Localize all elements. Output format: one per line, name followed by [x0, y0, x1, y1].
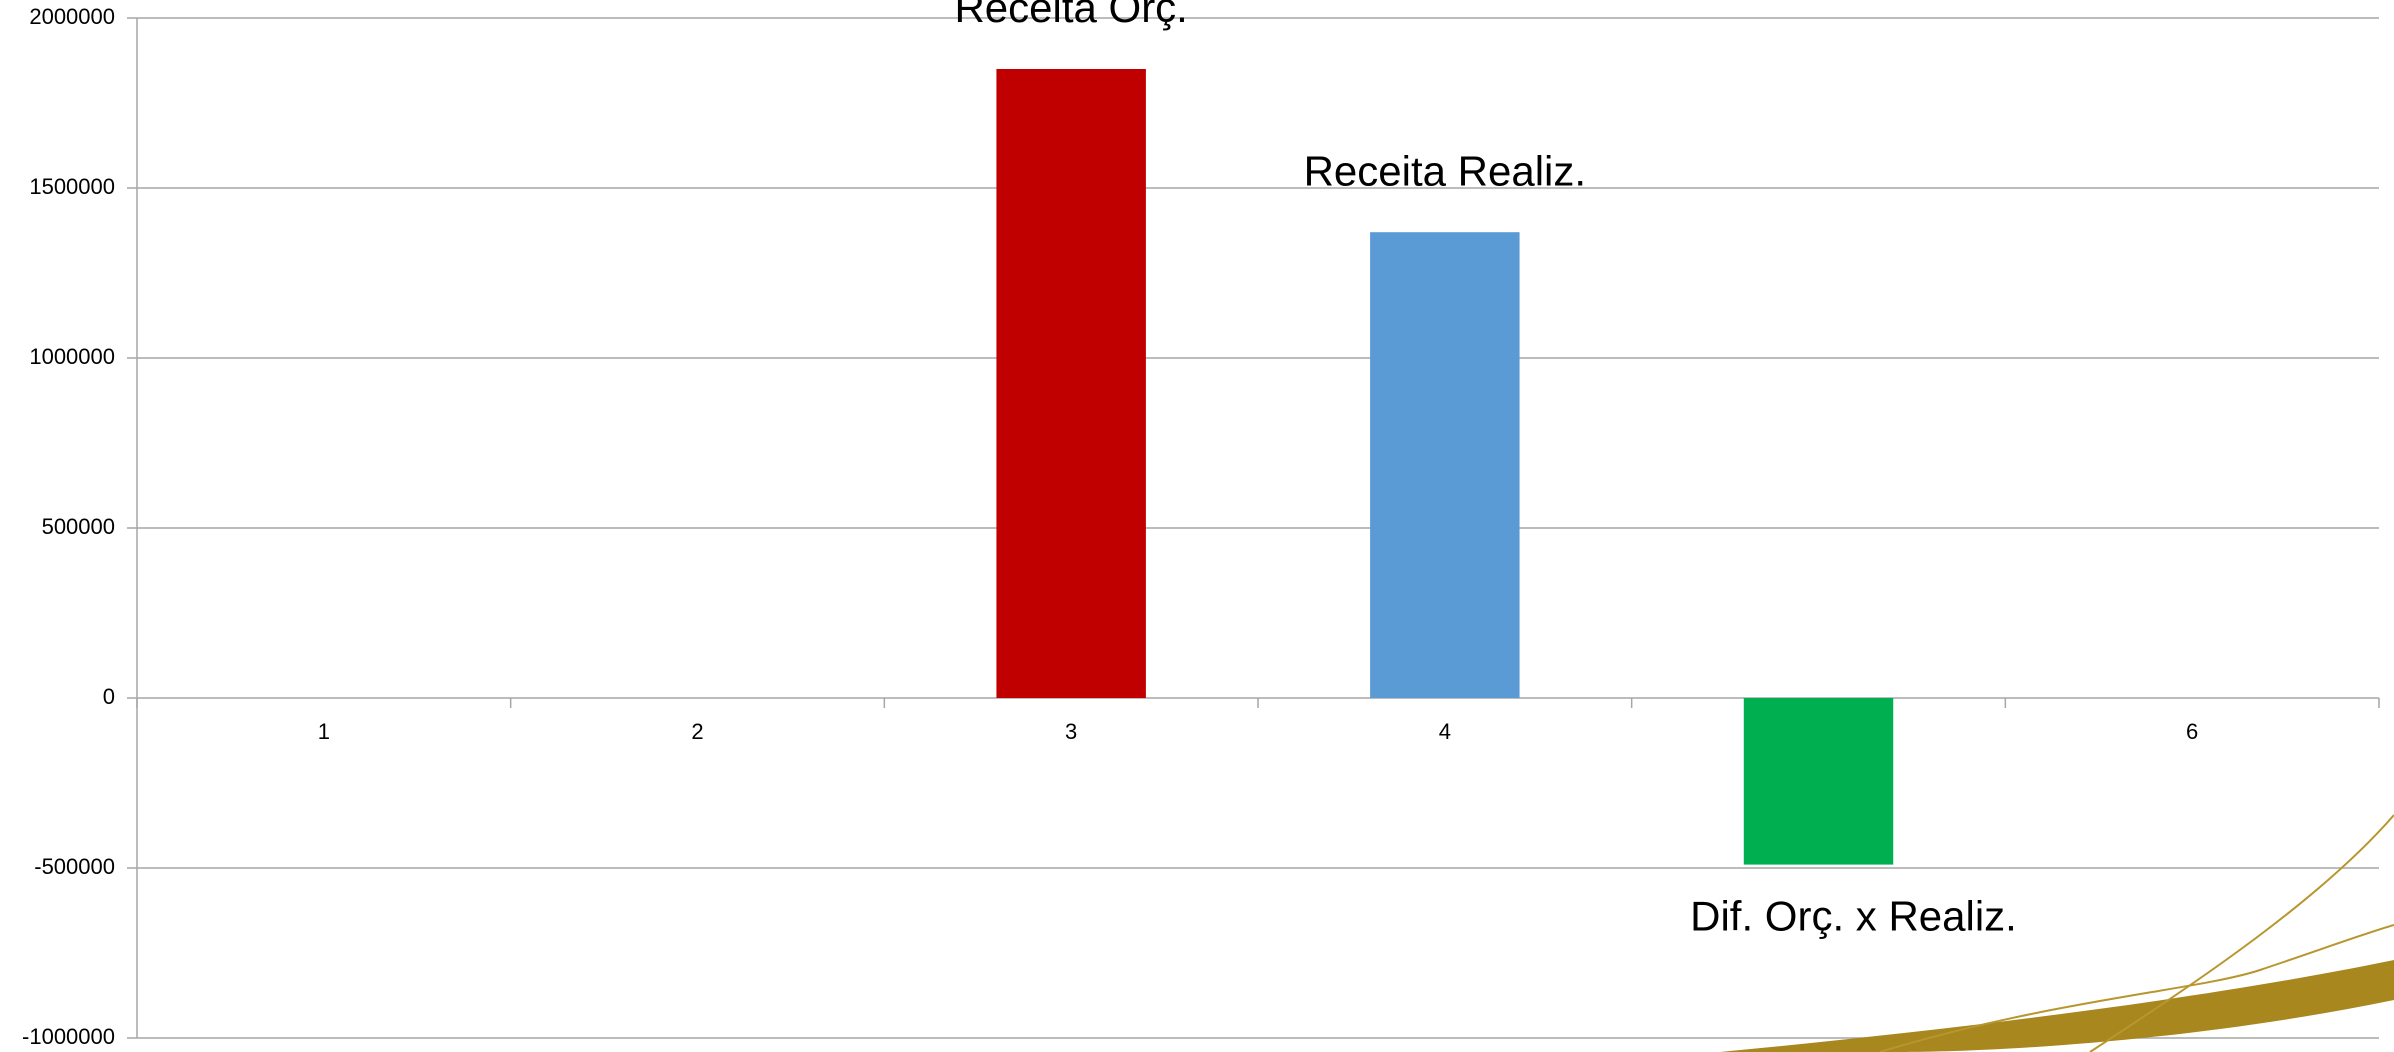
y-tick-label: -1000000: [22, 1024, 115, 1049]
bar-annotation: Receita Orç.: [954, 0, 1187, 31]
y-tick-label: 500000: [42, 514, 115, 539]
y-tick-label: -500000: [34, 854, 115, 879]
x-tick-label: 1: [318, 719, 330, 744]
bar-annotation: Receita Realiz.: [1304, 147, 1586, 194]
swoosh-line: [2089, 814, 2394, 1052]
x-tick-label: 6: [2186, 719, 2198, 744]
bar-annotation: Dif. Orç. x Realiz.: [1690, 893, 2017, 940]
y-tick-label: 1500000: [29, 174, 115, 199]
x-tick-label: 2: [691, 719, 703, 744]
bar: [1370, 232, 1520, 698]
y-tick-label: 2000000: [29, 4, 115, 29]
swoosh-line: [1879, 924, 2394, 1052]
y-tick-label: 0: [103, 684, 115, 709]
bar: [996, 69, 1146, 698]
swoosh: [1720, 960, 2394, 1052]
y-tick-label: 1000000: [29, 344, 115, 369]
x-tick-label: 3: [1065, 719, 1077, 744]
decoration: [1720, 814, 2394, 1052]
x-tick-label: 4: [1439, 719, 1451, 744]
bar: [1743, 698, 1894, 865]
